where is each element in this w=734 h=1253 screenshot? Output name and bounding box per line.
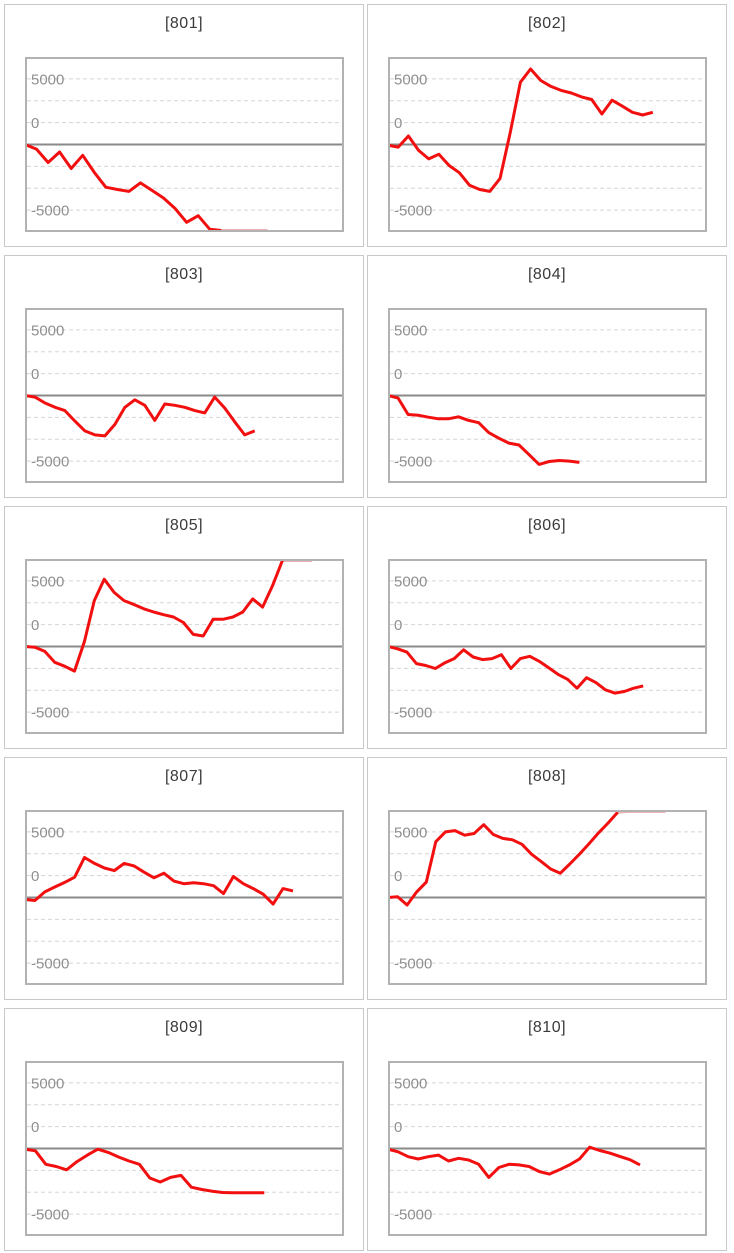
series-line — [25, 1147, 265, 1195]
series-line — [388, 67, 654, 193]
y-tick-label: 5000 — [31, 322, 64, 339]
y-tick-label: 0 — [31, 366, 39, 383]
y-tick-label: 0 — [394, 868, 402, 885]
chart-title: [803] — [164, 266, 204, 283]
chart-title: [802] — [527, 15, 567, 32]
y-tick-label: 0 — [394, 1119, 402, 1136]
series-line — [388, 645, 644, 695]
y-tick-label: -5000 — [31, 1207, 69, 1224]
y-tick-label: -5000 — [394, 203, 432, 220]
series-line — [388, 394, 580, 466]
chart-panel-808[interactable]: [808] 5000 0 -5000 — [367, 757, 727, 1000]
y-tick-label: 5000 — [394, 1075, 427, 1092]
y-tick-label: 0 — [31, 617, 39, 634]
chart-title: [810] — [527, 1019, 567, 1036]
chart-panel-801[interactable]: [801] 5000 0 -5000 — [4, 4, 364, 247]
plot-svg: 5000 0 -5000 — [25, 57, 344, 232]
chart-title: [805] — [164, 517, 204, 534]
plot-svg: 5000 0 -5000 — [25, 559, 344, 734]
plot-svg: 5000 0 -5000 — [388, 559, 707, 734]
y-tick-label: -5000 — [31, 454, 69, 471]
chart-panel-810[interactable]: [810] 5000 0 -5000 — [367, 1008, 727, 1251]
chart-plot: 5000 0 -5000 — [25, 1061, 344, 1236]
plot-svg: 5000 0 -5000 — [388, 308, 707, 483]
chart-plot: 5000 0 -5000 — [388, 810, 707, 985]
plot-border — [388, 1061, 707, 1236]
chart-panel-803[interactable]: [803] 5000 0 -5000 — [4, 255, 364, 498]
chart-panel-806[interactable]: [806] 5000 0 -5000 — [367, 506, 727, 749]
series-line — [25, 856, 294, 906]
plot-border — [25, 57, 344, 232]
plot-border — [25, 559, 344, 734]
y-tick-label: 5000 — [394, 322, 427, 339]
chart-panel-807[interactable]: [807] 5000 0 -5000 — [4, 757, 364, 1000]
chart-title: [804] — [527, 266, 567, 283]
y-tick-label: 0 — [31, 1119, 39, 1136]
plot-border — [388, 57, 707, 232]
y-tick-label: 5000 — [394, 573, 427, 590]
y-tick-label: 5000 — [31, 71, 64, 88]
chart-panel-804[interactable]: [804] 5000 0 -5000 — [367, 255, 727, 498]
plot-svg: 5000 0 -5000 — [25, 1061, 344, 1236]
plot-svg: 5000 0 -5000 — [388, 810, 707, 985]
chart-panel-802[interactable]: [802] 5000 0 -5000 — [367, 4, 727, 247]
y-tick-label: -5000 — [31, 705, 69, 722]
plot-border — [25, 810, 344, 985]
y-tick-label: -5000 — [394, 454, 432, 471]
chart-title: [808] — [527, 768, 567, 785]
chart-plot: 5000 0 -5000 — [25, 308, 344, 483]
y-tick-label: 0 — [31, 115, 39, 132]
plot-svg: 5000 0 -5000 — [388, 1061, 707, 1236]
y-tick-label: 5000 — [31, 573, 64, 590]
y-tick-label: -5000 — [394, 705, 432, 722]
y-tick-label: 0 — [394, 115, 402, 132]
y-tick-label: -5000 — [394, 956, 432, 973]
plot-svg: 5000 0 -5000 — [25, 308, 344, 483]
plot-border — [388, 559, 707, 734]
y-tick-label: 0 — [394, 366, 402, 383]
series-line — [25, 143, 222, 232]
y-tick-label: 0 — [31, 868, 39, 885]
y-tick-label: 5000 — [31, 824, 64, 841]
chart-plot: 5000 0 -5000 — [388, 57, 707, 232]
plot-border — [388, 810, 707, 985]
y-tick-label: -5000 — [31, 203, 69, 220]
y-tick-label: -5000 — [394, 1207, 432, 1224]
chart-title: [801] — [164, 15, 204, 32]
plot-svg: 5000 0 -5000 — [25, 810, 344, 985]
y-tick-label: 0 — [394, 617, 402, 634]
chart-plot: 5000 0 -5000 — [388, 1061, 707, 1236]
y-tick-label: 5000 — [31, 1075, 64, 1092]
chart-plot: 5000 0 -5000 — [388, 308, 707, 483]
series-line — [25, 559, 284, 673]
y-tick-label: 5000 — [394, 71, 427, 88]
chart-title: [809] — [164, 1019, 204, 1036]
series-line — [388, 811, 619, 907]
y-tick-label: 5000 — [394, 824, 427, 841]
series-line — [25, 394, 256, 438]
plot-border — [25, 1061, 344, 1236]
chart-panel-809[interactable]: [809] 5000 0 -5000 — [4, 1008, 364, 1251]
chart-plot: 5000 0 -5000 — [25, 810, 344, 985]
chart-plot: 5000 0 -5000 — [25, 57, 344, 232]
chart-title: [806] — [527, 517, 567, 534]
plot-border — [25, 308, 344, 483]
chart-plot: 5000 0 -5000 — [25, 559, 344, 734]
chart-title: [807] — [164, 768, 204, 785]
chart-panel-805[interactable]: [805] 5000 0 -5000 — [4, 506, 364, 749]
plot-border — [388, 308, 707, 483]
chart-plot: 5000 0 -5000 — [388, 559, 707, 734]
y-tick-label: -5000 — [31, 956, 69, 973]
plot-svg: 5000 0 -5000 — [388, 57, 707, 232]
series-line — [388, 1145, 641, 1179]
